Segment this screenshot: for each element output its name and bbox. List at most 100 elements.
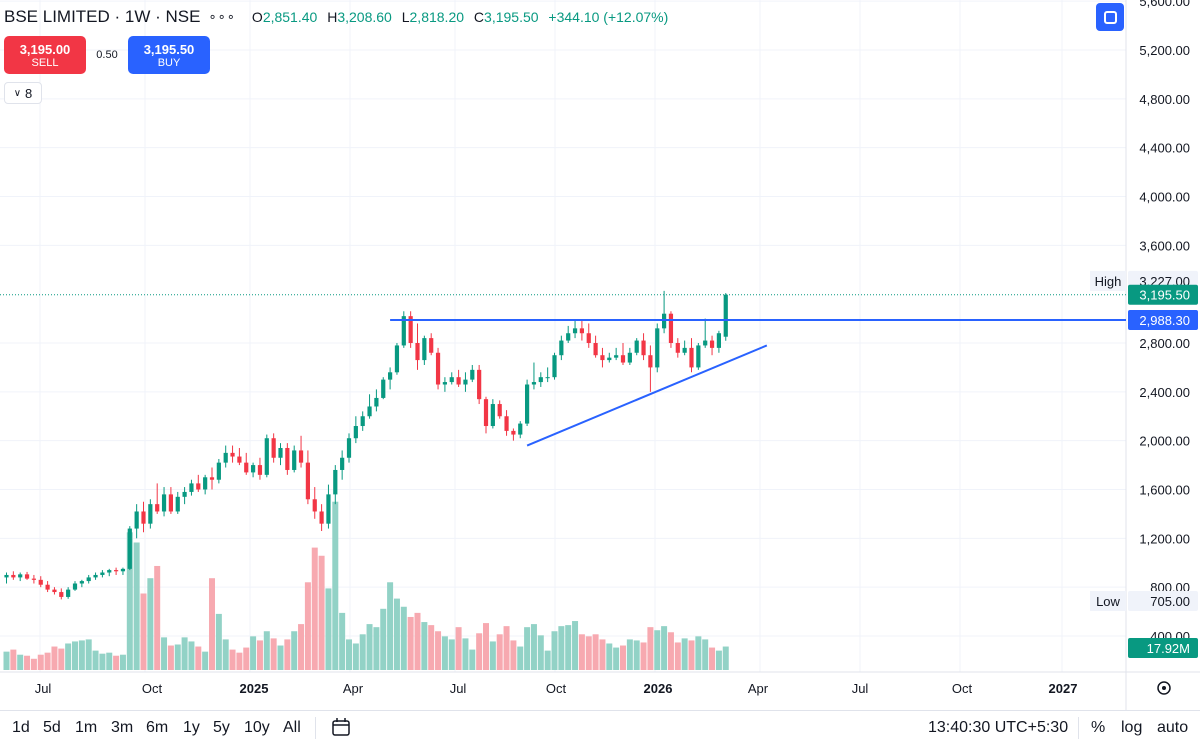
- volume-bar: [674, 642, 681, 670]
- candle-body: [182, 491, 187, 497]
- volume-bar: [24, 655, 31, 670]
- volume-bar: [44, 652, 51, 670]
- volume-bar: [620, 645, 626, 670]
- timeframe-3m[interactable]: 3m: [111, 719, 134, 736]
- candle-body: [662, 313, 667, 329]
- volume-bar: [421, 622, 428, 670]
- log-toggle[interactable]: log: [1121, 719, 1143, 736]
- candle-body: [127, 528, 132, 569]
- more-options-icon[interactable]: ∘∘∘: [208, 9, 236, 24]
- timeframe-5y[interactable]: 5y: [213, 719, 230, 736]
- timeframe-6m[interactable]: 6m: [146, 719, 169, 736]
- candle-body: [292, 450, 297, 470]
- timeframe-1m[interactable]: 1m: [75, 719, 98, 736]
- volume-bar: [92, 650, 99, 670]
- current-price-badge: [1128, 284, 1198, 305]
- candle-body: [353, 426, 358, 439]
- low-tag: [1090, 591, 1126, 611]
- volume-bar: [78, 640, 85, 670]
- candle-body: [620, 355, 626, 363]
- volume-bar: [339, 612, 346, 670]
- candle-body: [148, 504, 153, 524]
- volume-bar: [167, 645, 174, 670]
- object-tree-button[interactable]: [1096, 3, 1124, 31]
- sell-button[interactable]: 3,195.00 SELL: [4, 36, 86, 74]
- time-tick-label: Jul: [450, 681, 467, 696]
- timezone-clock[interactable]: 13:40:30 UTC+5:30: [928, 719, 1069, 736]
- volume-bar: [448, 639, 455, 670]
- price-tick-label: 4,400.00: [1139, 141, 1190, 156]
- timeframe-1d[interactable]: 1d: [12, 719, 30, 736]
- buy-button[interactable]: 3,195.50 BUY: [128, 36, 210, 74]
- volume-bar: [119, 654, 126, 670]
- volume-bar: [256, 640, 263, 670]
- candle-body: [641, 340, 646, 356]
- timeframe-all[interactable]: All: [283, 719, 301, 736]
- volume-bar: [544, 650, 551, 670]
- volume-bar: [346, 639, 352, 670]
- candle-body: [559, 340, 564, 356]
- volume-bar: [154, 565, 161, 670]
- settings-icon-ring: [1157, 681, 1171, 695]
- candle-body: [655, 328, 660, 368]
- volume-bar: [209, 578, 215, 670]
- volume-bar: [476, 633, 483, 670]
- candle-body: [189, 483, 194, 492]
- volume-bar: [58, 648, 65, 670]
- volume-bar: [229, 649, 236, 670]
- volume-bar: [517, 646, 524, 670]
- volume-bar: [106, 652, 113, 670]
- candle-body: [689, 347, 694, 368]
- high-tag-label: High: [1095, 274, 1122, 289]
- candle-body: [429, 338, 434, 353]
- candle-body: [114, 570, 119, 572]
- candle-body: [531, 382, 537, 385]
- indicators-toggle[interactable]: ∨ 8: [4, 82, 42, 104]
- calendar-icon[interactable]: [330, 717, 354, 739]
- symbol-title[interactable]: BSE LIMITED · 1W · NSE: [4, 7, 201, 26]
- candle-body: [66, 589, 71, 597]
- candle-body: [490, 404, 495, 427]
- line-price-badge: [1128, 310, 1198, 331]
- candle-body: [4, 574, 9, 578]
- volume-bar: [352, 643, 359, 670]
- volume-bar: [640, 642, 647, 670]
- candle-body: [285, 447, 290, 470]
- candle-body: [161, 494, 167, 512]
- volume-bar: [393, 598, 400, 670]
- candle-body: [196, 483, 201, 490]
- volume-bar: [181, 637, 188, 670]
- support-trendline[interactable]: [526, 344, 768, 447]
- time-tick-label: 2026: [644, 681, 673, 696]
- price-tick-label: 2,000.00: [1139, 434, 1190, 449]
- volume-bar: [3, 651, 10, 670]
- candle-body: [682, 347, 687, 353]
- price-tick-label: 5,200.00: [1139, 43, 1190, 58]
- timeframe-5d[interactable]: 5d: [43, 719, 61, 736]
- auto-toggle[interactable]: auto: [1157, 719, 1189, 736]
- price-tick-label: 1,200.00: [1139, 531, 1190, 546]
- candle-body: [340, 457, 345, 470]
- volume-value-label: 17.92M: [1147, 641, 1190, 656]
- candle-body: [545, 377, 550, 379]
- timeframe-10y[interactable]: 10y: [244, 719, 270, 736]
- volume-bar: [654, 630, 661, 670]
- percent-toggle[interactable]: %: [1091, 719, 1106, 736]
- candle-body: [72, 583, 78, 590]
- volume-bar: [489, 641, 496, 670]
- volume-bar: [709, 647, 716, 670]
- candle-body: [86, 577, 91, 582]
- volume-bar: [236, 652, 243, 670]
- volume-bar: [318, 555, 325, 670]
- volume-bar: [10, 649, 17, 670]
- volume-bar: [133, 542, 140, 670]
- settings-icon[interactable]: [1157, 681, 1171, 695]
- bottom-toolbar: 1d 5d 1m 3m 6m 1y 5y 10y All 13:40:30 UT…: [0, 710, 1200, 744]
- time-tick-label: Apr: [748, 681, 769, 696]
- timeframe-1y[interactable]: 1y: [183, 719, 200, 736]
- volume-value-badge: [1128, 638, 1198, 658]
- volume-bar: [435, 631, 442, 670]
- candle-body: [346, 438, 352, 458]
- candle-body: [463, 379, 468, 385]
